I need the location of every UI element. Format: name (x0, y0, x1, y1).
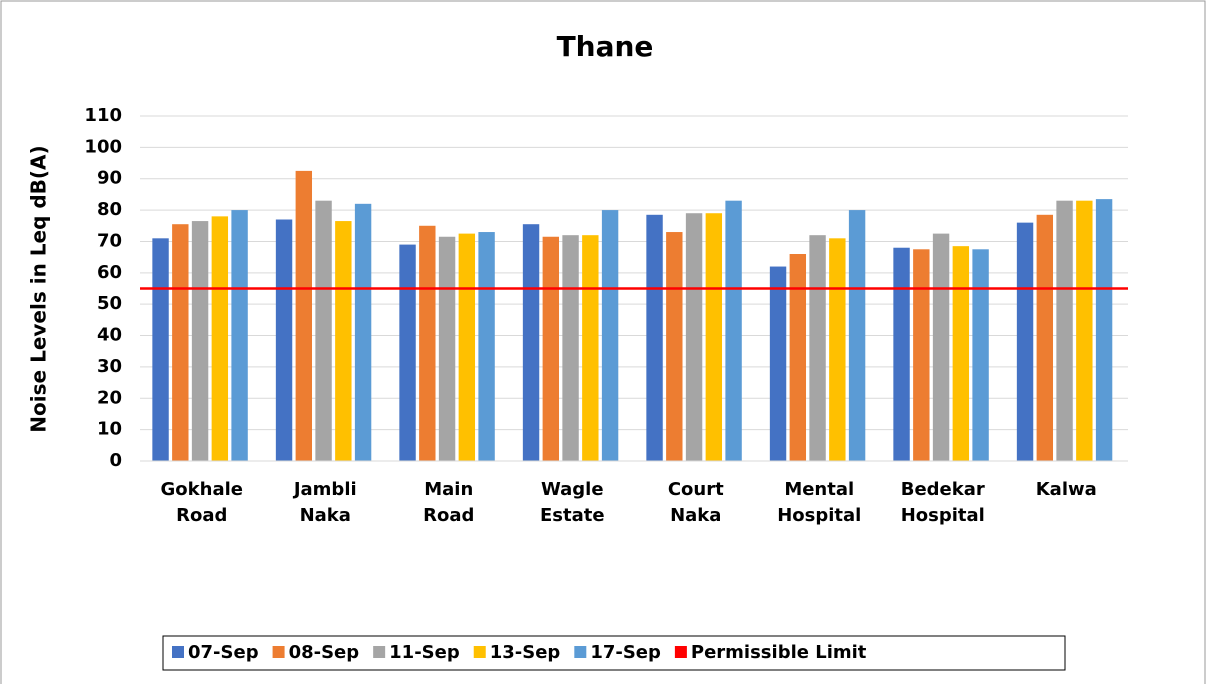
bar (725, 200, 742, 461)
legend-swatch (373, 646, 386, 658)
bar (478, 232, 495, 461)
bar (646, 214, 663, 461)
y-tick-label: 30 (97, 356, 122, 377)
bar (1016, 222, 1034, 461)
bar (562, 235, 579, 461)
bar (295, 170, 313, 462)
bar (399, 244, 416, 461)
bar (152, 238, 169, 461)
x-tick-label: Gokhale Road (161, 479, 243, 526)
legend-label: 17-Sep (590, 642, 661, 663)
legend-swatch (272, 646, 285, 658)
bar (335, 221, 352, 461)
bar (848, 210, 866, 461)
bar (809, 235, 826, 461)
y-tick-label: 80 (97, 199, 122, 220)
bar (275, 219, 293, 461)
y-tick-label: 10 (97, 419, 122, 440)
x-tick-label: Main Road (423, 479, 474, 526)
y-tick-label: 70 (97, 230, 122, 251)
x-tick-label: Mental Hospital (777, 479, 861, 526)
y-tick-label: 90 (97, 168, 122, 189)
bar (769, 266, 787, 461)
x-tick-label: Kalwa (1036, 479, 1097, 500)
bar (893, 247, 910, 461)
legend-label: 08-Sep (289, 642, 360, 663)
legend-box (162, 635, 1066, 671)
bar (601, 210, 619, 461)
bar (913, 249, 930, 461)
bar (191, 221, 209, 461)
bar (582, 235, 599, 461)
x-tick-label: Jambli Naka (292, 479, 357, 526)
y-tick-label: 40 (97, 325, 122, 346)
bar (354, 203, 372, 461)
bar (522, 224, 540, 461)
bar (685, 213, 703, 461)
bar (952, 246, 970, 461)
bar (211, 216, 229, 461)
legend-swatch (674, 646, 687, 658)
bar (972, 249, 989, 461)
bar (1076, 200, 1093, 461)
y-tick-label: 0 (109, 450, 122, 471)
bar (1056, 200, 1073, 461)
bar (315, 200, 332, 461)
y-tick-label: 100 (84, 136, 122, 157)
bar (438, 236, 456, 461)
legend-label: 13-Sep (490, 642, 561, 663)
y-tick-label: 110 (84, 105, 122, 126)
bar (1095, 199, 1113, 461)
legend-swatch (172, 646, 184, 658)
bar (1036, 214, 1054, 461)
legend-label: 11-Sep (389, 642, 460, 663)
bar (666, 232, 683, 461)
legend-swatch (473, 646, 486, 658)
bar (789, 254, 807, 461)
bar (932, 233, 950, 461)
bar (542, 236, 560, 461)
bar (458, 233, 476, 461)
y-tick-label: 20 (97, 387, 122, 408)
x-tick-label: Wagle Estate (540, 479, 605, 526)
y-tick-label: 60 (97, 262, 122, 283)
x-tick-label: Court Naka (668, 479, 724, 526)
y-tick-label: 50 (97, 293, 122, 314)
bar (829, 238, 846, 461)
bar (705, 213, 723, 461)
legend-label: Permissible Limit (691, 642, 867, 663)
x-tick-label: Bedekar Hospital (901, 479, 985, 526)
legend-swatch (574, 646, 587, 658)
chart-title: Thane (557, 30, 654, 63)
bar (231, 210, 248, 461)
y-axis-label: Noise Levels in Leq dB(A) (27, 145, 51, 432)
bar (172, 224, 189, 461)
legend-label: 07-Sep (188, 642, 259, 663)
bar (419, 225, 436, 461)
